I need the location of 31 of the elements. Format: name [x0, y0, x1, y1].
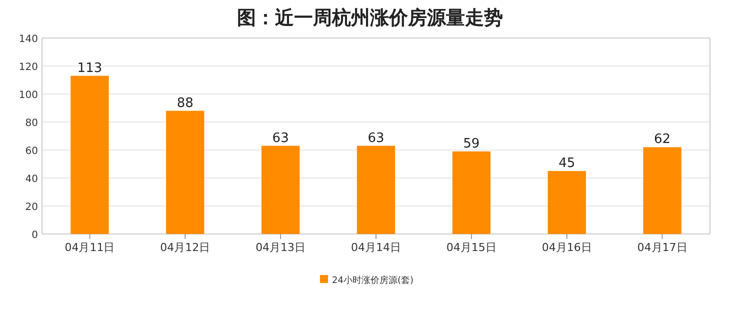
- data-label: 88: [176, 96, 194, 111]
- bar: [356, 146, 396, 234]
- x-tick-label: 04月13日: [256, 241, 306, 254]
- y-tick-label: 60: [25, 146, 38, 157]
- bar: [261, 146, 300, 234]
- y-tick-label: 0: [32, 230, 38, 241]
- y-tick-label: 40: [25, 174, 38, 185]
- legend-label: 24小时涨价房源(套): [332, 275, 414, 286]
- data-label: 63: [272, 130, 289, 146]
- bar: [452, 151, 491, 234]
- data-label: 63: [368, 130, 384, 146]
- data-label: 62: [654, 132, 671, 148]
- x-tick-label: 04月12日: [160, 241, 210, 254]
- bar: [70, 76, 109, 234]
- x-tick-label: 04月11日: [64, 241, 115, 254]
- y-tick-label: 100: [18, 90, 38, 101]
- x-tick-label: 04月16日: [542, 241, 592, 254]
- y-tick-label: 120: [18, 62, 38, 73]
- data-label: 113: [77, 60, 102, 76]
- data-label: 59: [463, 136, 480, 152]
- bar: [548, 171, 586, 234]
- y-tick-label: 140: [18, 34, 38, 45]
- chart-title: 图：近一周杭州涨价房源量走势: [237, 7, 503, 29]
- y-tick-label: 20: [25, 202, 38, 213]
- x-tick-label: 04月14日: [351, 241, 401, 254]
- x-tick-label: 04月15日: [446, 241, 496, 254]
- x-tick-label: 04月17日: [637, 241, 688, 254]
- y-tick-label: 80: [25, 118, 38, 129]
- bar: [643, 147, 682, 234]
- bar: [166, 110, 204, 234]
- data-label: 45: [558, 156, 576, 171]
